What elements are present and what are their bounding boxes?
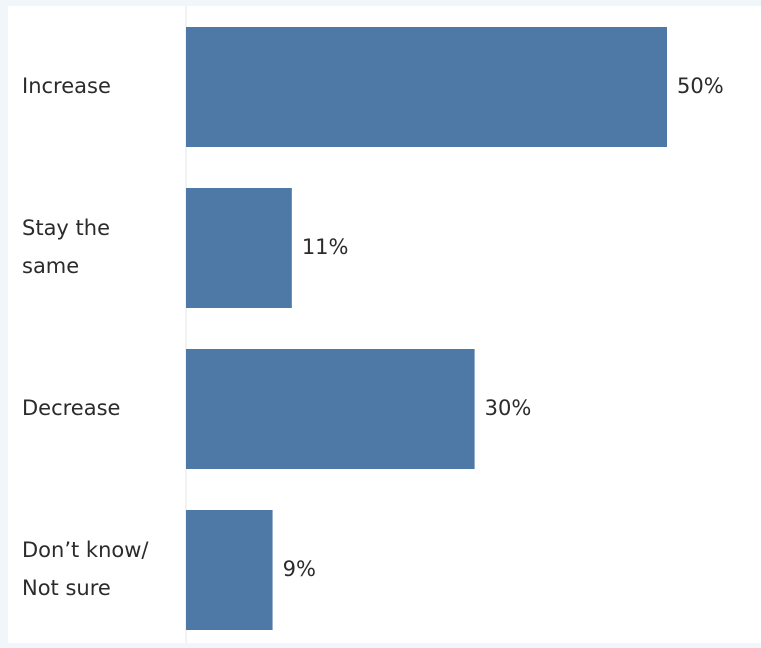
category-label-1: Stay the same bbox=[22, 216, 110, 278]
category-label-0: Increase bbox=[22, 74, 111, 98]
category-label-2: Decrease bbox=[22, 396, 120, 420]
category-labels-group: Increase Stay the same Decrease Don’t know/N… bbox=[22, 74, 149, 600]
bar-chart: Increase Stay the same Decrease Don’t know/N… bbox=[22, 6, 724, 643]
value-label-3: 9% bbox=[283, 557, 316, 581]
category-label-3: Don’t know/Not sure bbox=[22, 538, 149, 600]
value-label-0: 50% bbox=[677, 74, 724, 98]
bar-3 bbox=[186, 510, 273, 630]
value-label-1: 11% bbox=[302, 235, 349, 259]
bar-1 bbox=[186, 188, 292, 308]
bar-2 bbox=[186, 349, 475, 469]
value-label-2: 30% bbox=[485, 396, 532, 420]
bar-0 bbox=[186, 27, 667, 147]
value-labels-group: 50% 11% 30% 9% bbox=[283, 74, 724, 581]
bars-group bbox=[186, 27, 667, 630]
chart-area: Increase Stay the same Decrease Don’t know/N… bbox=[8, 6, 761, 643]
